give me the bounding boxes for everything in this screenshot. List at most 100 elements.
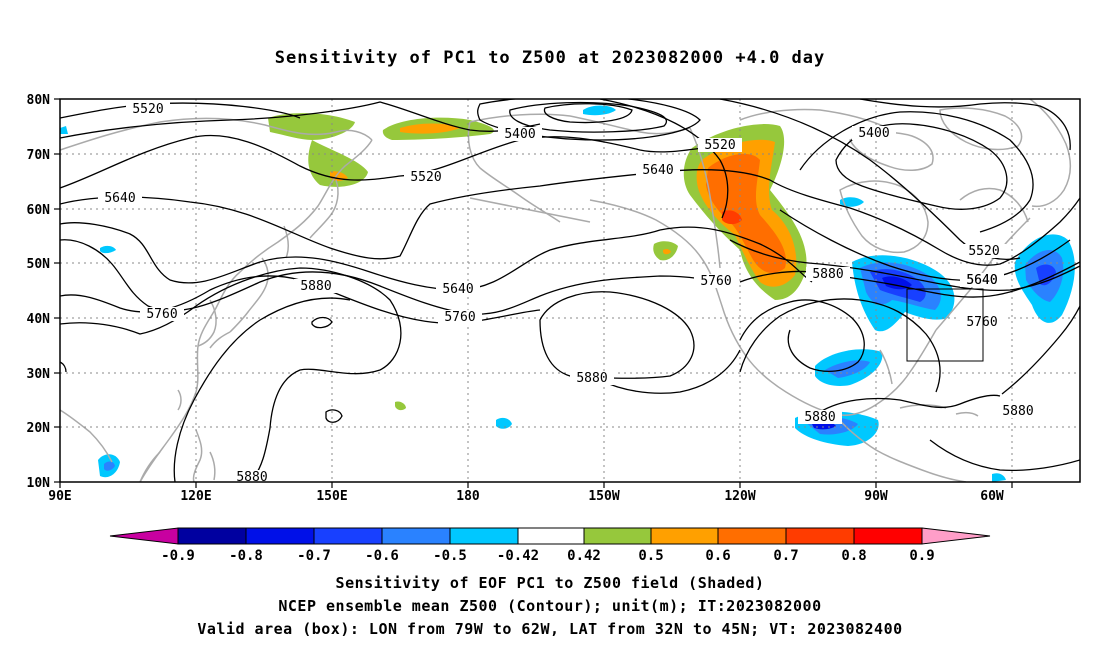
lon-tick-label: 150W: [588, 489, 619, 504]
z500-contour: [819, 394, 1001, 413]
colorbar-swatch: [313, 527, 383, 545]
greenland-coastline: [1029, 99, 1071, 208]
z500-contour: [325, 409, 343, 423]
sakhalin-coastline: [283, 225, 289, 259]
asia-coastline: [139, 271, 241, 482]
alaska-coastline: [467, 121, 561, 223]
kamchatka-coastline: [309, 179, 339, 239]
z500-contour: [929, 439, 1080, 472]
colorbar-swatch: [449, 527, 519, 545]
contour-label: 5640: [442, 282, 473, 297]
contour-label: 5400: [504, 127, 535, 142]
plot-title: Sensitivity of PC1 to Z500 at 2023082000…: [274, 48, 826, 68]
lon-tick-label: 90E: [48, 489, 71, 504]
colorbar-swatch: [717, 527, 787, 545]
footer-shading-description: Sensitivity of EOF PC1 to Z500 field (Sh…: [335, 574, 765, 592]
z500-contour: [739, 298, 941, 393]
footer-valid-area: Valid area (box): LON from 79W to 62W, L…: [197, 620, 903, 638]
japan-coastline: [229, 257, 269, 333]
shaded-negative-region: [992, 473, 1006, 482]
z500-contour: [60, 168, 1080, 266]
arctic-islands: [739, 108, 889, 129]
shaded-negative-region: [583, 105, 616, 116]
taiwan-coastline: [177, 389, 182, 411]
aleutian-islands: [469, 197, 591, 223]
shaded-negative-region: [100, 245, 116, 254]
contour-label: 5880: [804, 410, 835, 425]
colorbar-label: 0.42: [567, 548, 601, 564]
contour-label: 5760: [444, 310, 475, 325]
contour-label: 5520: [968, 244, 999, 259]
asia-coastline: [60, 117, 373, 151]
korea-coastline: [197, 299, 217, 347]
shaded-positive-region: [400, 123, 460, 134]
z500-contour: [799, 111, 1034, 233]
z500-contour-layer: [60, 99, 1080, 482]
z500-contour: [173, 297, 351, 482]
lon-tick-label: 150E: [316, 489, 347, 504]
colorbar-label: -0.9: [161, 548, 195, 564]
lat-tick-label: 70N: [27, 148, 51, 163]
footer-contour-description: NCEP ensemble mean Z500 (Contour); unit(…: [278, 597, 822, 615]
shaded-sensitivity-layer: [60, 105, 1075, 482]
central-america-coastline: [833, 413, 967, 482]
colorbar-labels: -0.9 -0.8 -0.7 -0.6 -0.5 -0.42 0.42 0.5 …: [161, 548, 935, 564]
shaded-negative-region: [104, 461, 115, 471]
colorbar-swatch: [517, 527, 585, 545]
z500-contour: [60, 267, 402, 482]
z500-contour: [60, 361, 67, 373]
japan-coastline: [209, 331, 231, 349]
z500-contour: [477, 99, 701, 141]
contour-label: 5640: [104, 191, 135, 206]
z500-contour: [859, 99, 1071, 151]
contour-label: 5520: [410, 170, 441, 185]
lon-tick-label: 120W: [724, 489, 755, 504]
shaded-positive-region: [722, 210, 742, 225]
colorbar-label: -0.7: [297, 548, 331, 564]
contour-label: 5640: [642, 163, 673, 178]
north-america-coastline: [689, 127, 721, 269]
coastline-layer: [60, 99, 1071, 482]
contour-label: 5760: [966, 315, 997, 330]
colorbar-label: -0.6: [365, 548, 399, 564]
east-coast-coastline: [935, 217, 1031, 331]
lon-tick-label: 180: [456, 489, 480, 504]
contour-label: 5520: [704, 138, 735, 153]
lat-tick-label: 50N: [27, 257, 51, 272]
z500-contour: [835, 123, 1008, 210]
caribbean-islands: [955, 411, 979, 417]
shaded-positive-region: [663, 248, 671, 255]
z500-contour: [311, 316, 333, 329]
contour-label: 5880: [576, 371, 607, 386]
valid-area-box: [906, 288, 984, 362]
contour-label: 5640: [966, 273, 997, 288]
colorbar-label: 0.5: [638, 548, 663, 564]
shaded-negative-region: [882, 276, 912, 290]
contour-label: 5760: [700, 274, 731, 289]
contour-label: 5640: [966, 273, 997, 288]
colorbar-swatch: [785, 527, 855, 545]
colorbar-label: 0.6: [705, 548, 730, 564]
z500-contour: [599, 349, 741, 394]
shaded-negative-region: [60, 126, 68, 134]
north-america-coastline: [833, 329, 937, 416]
labrador-coastline: [959, 187, 1029, 223]
contour-label: 5400: [858, 126, 889, 141]
colorbar-label: -0.5: [433, 548, 467, 564]
lat-axis-labels: 80N 70N 60N 50N 40N 30N 20N 10N: [27, 93, 51, 491]
z500-contour: [60, 101, 541, 139]
z500-contour: [60, 239, 731, 315]
colorbar-swatch: [177, 527, 247, 545]
z500-contour: [60, 222, 813, 291]
colorbar-low-extend: [109, 527, 179, 545]
hudson-bay-coastline: [839, 180, 929, 254]
philippines-coastline: [192, 429, 203, 482]
colorbar-high-extend: [921, 527, 991, 545]
north-america-coastline: [879, 349, 893, 385]
shaded-negative-region: [496, 417, 512, 429]
shaded-negative-region: [840, 197, 864, 207]
z500-contour: [539, 291, 695, 379]
z500-contour: [60, 102, 301, 119]
colorbar-swatch: [650, 527, 719, 545]
shaded-positive-region: [395, 401, 406, 411]
